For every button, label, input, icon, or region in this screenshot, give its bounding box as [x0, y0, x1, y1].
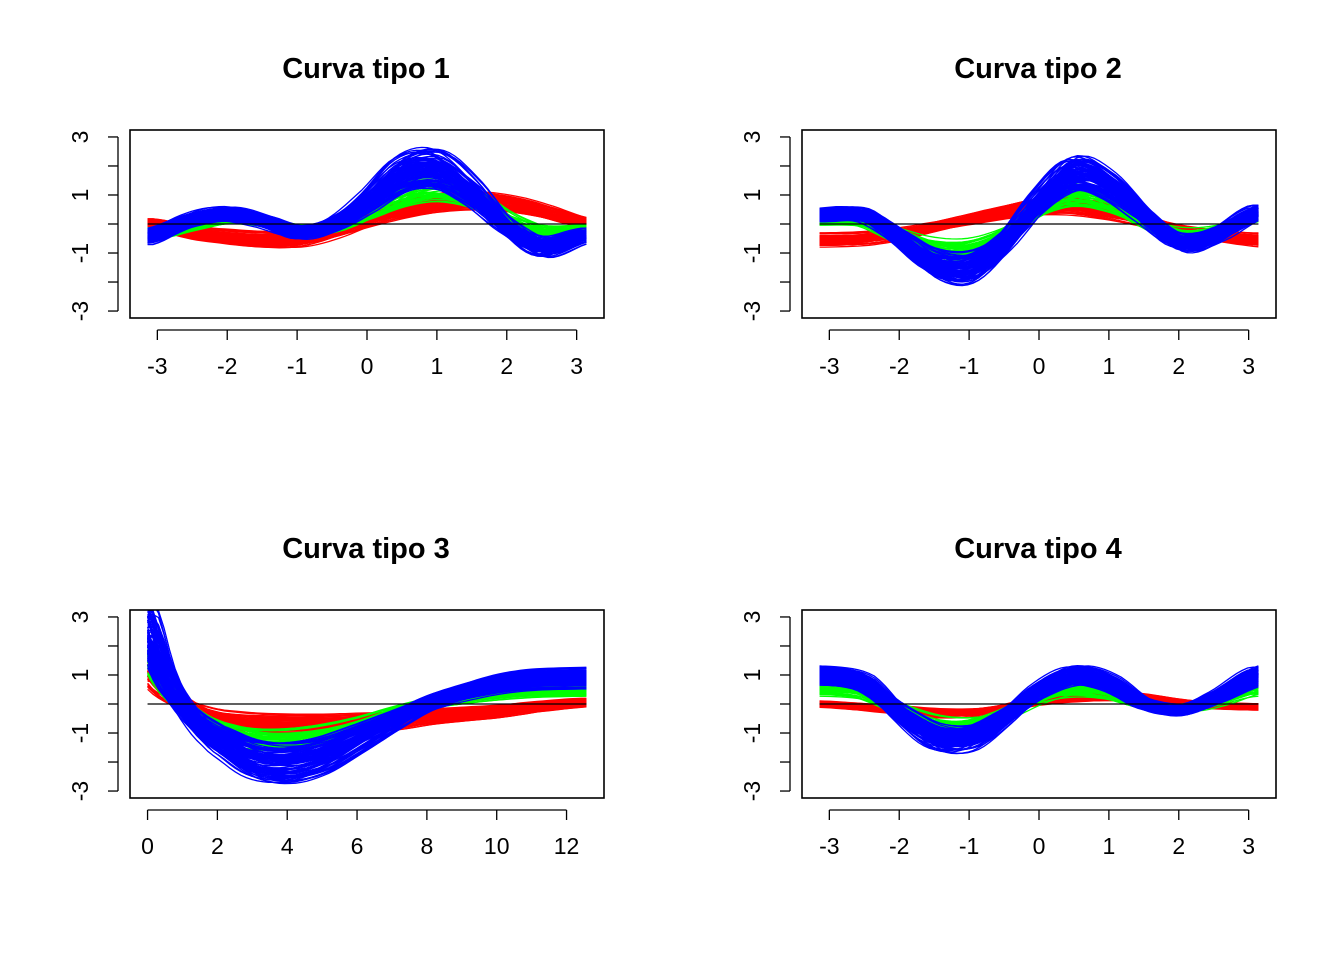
series-curve — [147, 163, 587, 253]
x-tick-label: -3 — [819, 833, 839, 859]
series-curve — [147, 161, 587, 255]
series-curve — [147, 151, 587, 251]
x-tick-label: 8 — [420, 833, 433, 859]
y-axis: -3 -1 1 3 — [67, 131, 119, 321]
plot-frame — [801, 129, 1277, 319]
series-curve — [819, 672, 1259, 747]
series-curve — [147, 168, 587, 252]
y-axis: -3 -1 1 3 — [739, 611, 791, 801]
panel-curva-tipo-4: Curva tipo 4 -3 -2 -1 0 1 2 3 -3 -1 1 3 — [739, 533, 1277, 859]
x-tick-label: -1 — [959, 833, 979, 859]
x-tick-label: 2 — [1172, 833, 1185, 859]
x-tick-label: 2 — [500, 353, 513, 379]
series-curve — [147, 640, 587, 757]
x-tick-label: 6 — [351, 833, 364, 859]
x-tick-label: 1 — [1102, 833, 1115, 859]
series-curves — [819, 155, 1259, 287]
series-curve — [147, 197, 587, 249]
series-curves — [147, 190, 587, 249]
y-axis: -3 -1 1 3 — [739, 131, 791, 321]
y-tick-label: -1 — [739, 723, 765, 743]
panel-curva-tipo-1: Curva tipo 1 -3 -2 -1 0 1 2 3 -3 -1 1 3 — [67, 53, 605, 379]
panel-title: Curva tipo 3 — [282, 533, 450, 565]
panel-curva-tipo-3: Curva tipo 3 0 2 4 6 8 10 12 -3 -1 1 3 — [67, 533, 605, 859]
curves — [146, 610, 587, 785]
series-curves — [146, 610, 587, 785]
curves — [147, 146, 587, 259]
y-tick-label: -3 — [67, 781, 93, 801]
x-axis: -3 -2 -1 0 1 2 3 — [147, 329, 583, 379]
x-tick-label: 1 — [1102, 353, 1115, 379]
series-curve — [819, 189, 1259, 260]
series-curves — [819, 664, 1259, 755]
x-tick-label: -3 — [147, 353, 167, 379]
x-tick-label: 3 — [570, 353, 583, 379]
y-tick-label: 3 — [739, 611, 765, 624]
x-tick-label: 0 — [361, 353, 374, 379]
series-curve — [819, 167, 1259, 282]
panel-title: Curva tipo 4 — [954, 533, 1122, 565]
series-curve — [147, 160, 587, 253]
x-tick-label: 2 — [1172, 353, 1185, 379]
x-axis: 0 2 4 6 8 10 12 — [141, 809, 580, 859]
series-curve — [147, 204, 587, 244]
series-curves — [147, 146, 587, 259]
y-tick-label: -1 — [739, 243, 765, 263]
series-curve — [146, 644, 587, 762]
y-tick-label: -1 — [67, 723, 93, 743]
series-curve — [147, 651, 587, 750]
y-tick-label: -3 — [67, 301, 93, 321]
curves — [819, 155, 1259, 287]
series-curve — [147, 182, 587, 247]
x-tick-label: 2 — [211, 833, 224, 859]
series-curve — [147, 637, 587, 764]
y-tick-label: -1 — [67, 243, 93, 263]
x-tick-label: 4 — [281, 833, 294, 859]
x-tick-label: -1 — [287, 353, 307, 379]
x-tick-label: 10 — [484, 833, 510, 859]
curves — [819, 664, 1259, 755]
y-tick-label: 3 — [67, 611, 93, 624]
series-curve — [819, 667, 1259, 740]
series-curve — [147, 157, 587, 253]
x-tick-label: -2 — [889, 833, 909, 859]
x-tick-label: -1 — [959, 353, 979, 379]
x-tick-label: 0 — [141, 833, 154, 859]
y-tick-label: 3 — [739, 131, 765, 144]
panel-curva-tipo-2: Curva tipo 2 -3 -2 -1 0 1 2 3 -3 -1 1 3 — [739, 53, 1277, 379]
x-tick-label: -2 — [889, 353, 909, 379]
y-tick-label: 1 — [739, 669, 765, 682]
y-tick-label: -3 — [739, 301, 765, 321]
x-tick-label: 3 — [1242, 353, 1255, 379]
plot-frame — [801, 609, 1277, 799]
y-tick-label: 1 — [739, 189, 765, 202]
panel-title: Curva tipo 1 — [282, 53, 450, 85]
y-tick-label: 1 — [67, 189, 93, 202]
y-tick-label: 3 — [67, 131, 93, 144]
x-tick-label: 0 — [1033, 833, 1046, 859]
y-axis: -3 -1 1 3 — [67, 611, 119, 801]
plot-frame — [129, 609, 605, 799]
x-axis: -3 -2 -1 0 1 2 3 — [819, 329, 1255, 379]
series-curve — [148, 610, 587, 775]
x-tick-label: 0 — [1033, 353, 1046, 379]
x-tick-label: -3 — [819, 353, 839, 379]
x-tick-label: 12 — [554, 833, 580, 859]
x-tick-label: -2 — [217, 353, 237, 379]
series-curve — [819, 185, 1259, 263]
x-tick-label: 1 — [430, 353, 443, 379]
x-axis: -3 -2 -1 0 1 2 3 — [819, 809, 1255, 859]
series-curve — [147, 614, 587, 772]
plot-frame — [129, 129, 605, 319]
y-tick-label: -3 — [739, 781, 765, 801]
series-curve — [146, 631, 587, 771]
x-tick-label: 3 — [1242, 833, 1255, 859]
series-curve — [147, 635, 587, 761]
panel-title: Curva tipo 2 — [954, 53, 1122, 85]
y-tick-label: 1 — [67, 669, 93, 682]
